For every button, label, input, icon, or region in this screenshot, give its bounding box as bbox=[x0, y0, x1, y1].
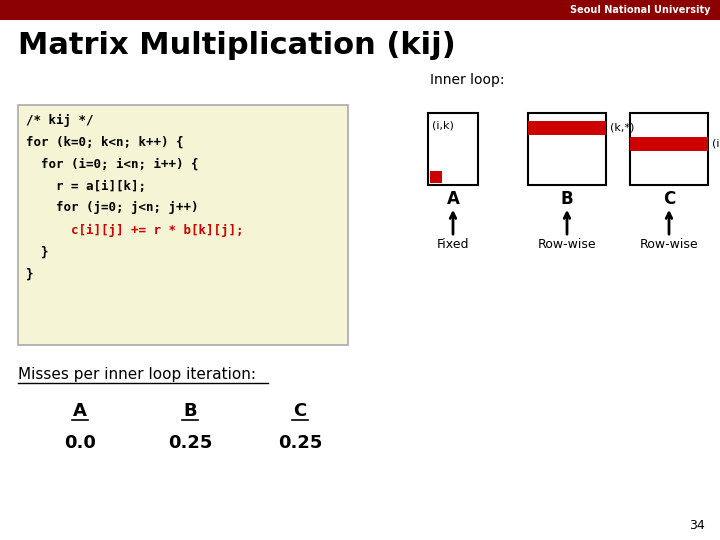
Text: Matrix Multiplication (kij): Matrix Multiplication (kij) bbox=[18, 30, 456, 59]
Bar bbox=[528, 121, 606, 135]
Text: (i,*): (i,*) bbox=[712, 139, 720, 149]
Text: (k,*): (k,*) bbox=[610, 123, 634, 133]
Text: 0.25: 0.25 bbox=[278, 434, 322, 452]
Bar bbox=[430, 171, 442, 183]
Text: /* kij */: /* kij */ bbox=[26, 113, 94, 126]
Text: (i,k): (i,k) bbox=[432, 121, 454, 131]
Text: Seoul National University: Seoul National University bbox=[570, 5, 710, 15]
Text: B: B bbox=[183, 402, 197, 420]
Bar bbox=[0, 0, 720, 20]
Text: Row-wise: Row-wise bbox=[639, 239, 698, 252]
Text: Misses per inner loop iteration:: Misses per inner loop iteration: bbox=[18, 368, 256, 382]
Bar bbox=[630, 113, 708, 185]
Text: Row-wise: Row-wise bbox=[538, 239, 596, 252]
Bar bbox=[630, 137, 708, 151]
Text: 34: 34 bbox=[689, 519, 705, 532]
Text: c[i][j] += r * b[k][j];: c[i][j] += r * b[k][j]; bbox=[26, 224, 243, 237]
Text: B: B bbox=[561, 190, 573, 208]
Text: Fixed: Fixed bbox=[437, 239, 469, 252]
Text: Inner loop:: Inner loop: bbox=[430, 73, 505, 87]
Text: }: } bbox=[26, 267, 34, 280]
Text: for (k=0; k<n; k++) {: for (k=0; k<n; k++) { bbox=[26, 136, 184, 148]
Bar bbox=[528, 113, 606, 185]
Text: A: A bbox=[73, 402, 87, 420]
Text: C: C bbox=[663, 190, 675, 208]
Bar bbox=[428, 113, 478, 185]
Text: for (i=0; i<n; i++) {: for (i=0; i<n; i++) { bbox=[26, 158, 199, 171]
Text: r = a[i][k];: r = a[i][k]; bbox=[26, 179, 146, 192]
Text: }: } bbox=[26, 246, 48, 259]
Text: A: A bbox=[446, 190, 459, 208]
Bar bbox=[18, 105, 348, 345]
Text: 0.0: 0.0 bbox=[64, 434, 96, 452]
Text: for (j=0; j<n; j++): for (j=0; j<n; j++) bbox=[26, 201, 199, 214]
Text: C: C bbox=[293, 402, 307, 420]
Text: 0.25: 0.25 bbox=[168, 434, 212, 452]
